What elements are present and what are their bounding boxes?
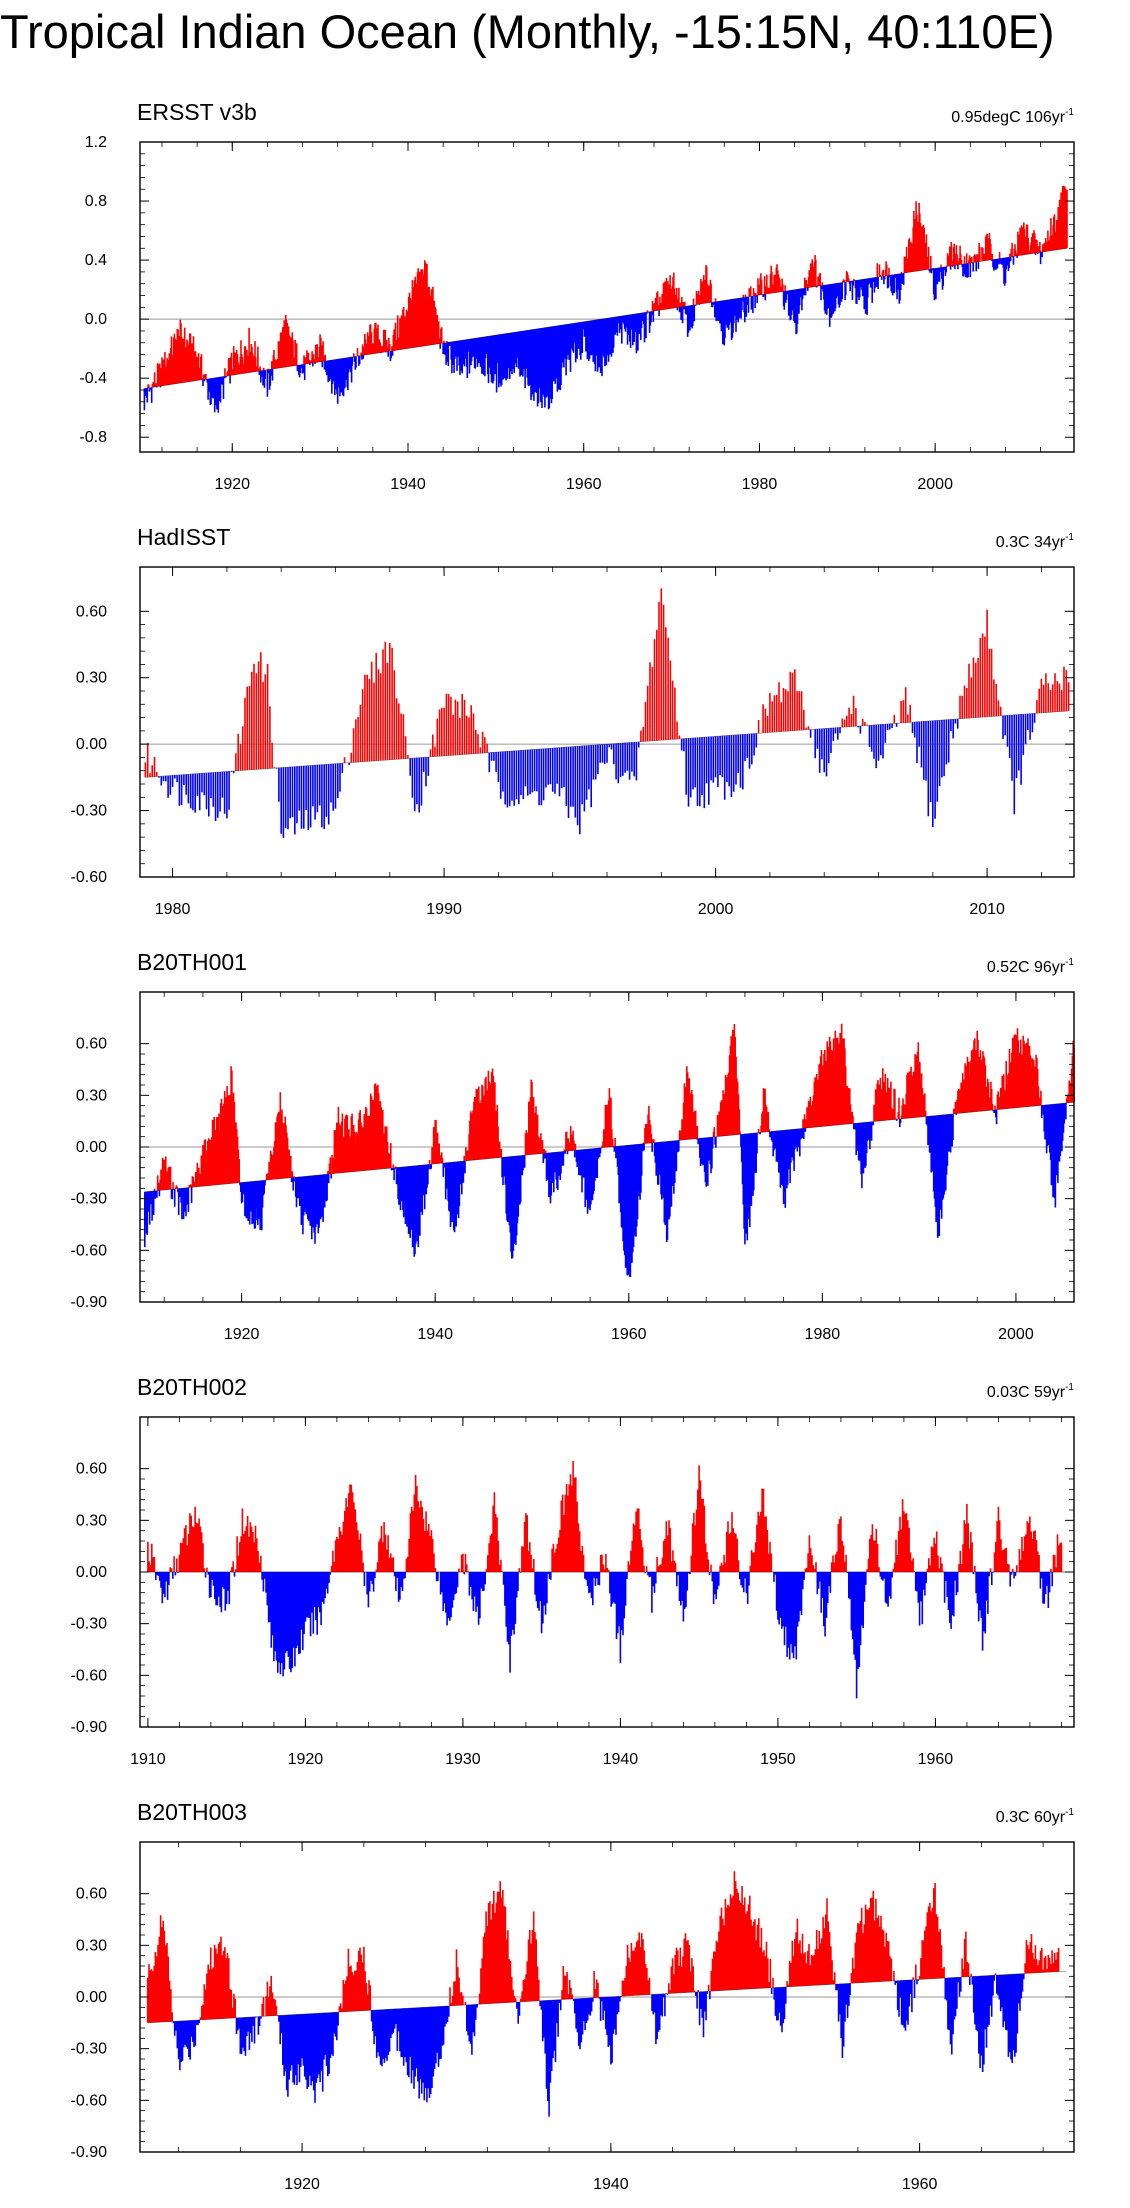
y-tick-label: 0.8 (85, 193, 107, 210)
chart-svg: -0.8 -0.4 0.0 0.4 0.8 1.2 1920 1940 1960 1980 2000 (79, 134, 1075, 493)
y-tick-label: 0.00 (76, 1564, 107, 1581)
x-tick-label: 1960 (611, 1326, 647, 1343)
x-tick-label: 1920 (224, 1326, 260, 1343)
chart-svg: -0.60 -0.30 0.00 0.30 0.60 1980 1990 2000 2010 (71, 566, 1075, 918)
y-tick-label: -0.60 (71, 869, 108, 886)
trend-line (145, 710, 1069, 778)
x-tick-label: 1960 (566, 476, 602, 493)
x-tick-label: 1950 (760, 1751, 796, 1768)
y-tick-label: 0.60 (76, 1461, 107, 1478)
panel-hadisst: HadISST 0.3C 34yr-1 -0.60 -0.30 0.00 0.30 0.… (0, 520, 1130, 930)
panel-ersst: ERSST v3b 0.95degC 106yr-1 -0.8 -0.4 0.0 0.… (0, 95, 1130, 505)
y-tick-label: -0.30 (71, 1616, 108, 1633)
y-tick-label: -0.4 (79, 370, 107, 387)
x-tick-label: 2000 (698, 901, 734, 918)
panel-trend-label: 0.95degC 106yr-1 (951, 107, 1074, 126)
y-tick-label: 0.30 (76, 670, 107, 687)
panel-trend-label: 0.3C 60yr-1 (995, 1807, 1074, 1826)
negative-anomaly-bars (172, 1973, 1025, 2117)
x-tick-label: 2010 (969, 901, 1005, 918)
x-tick-label: 1980 (742, 476, 778, 493)
y-tick-label: -0.90 (71, 2144, 108, 2161)
positive-anomaly-bars (147, 1460, 1063, 1572)
y-tick-label: 0.00 (76, 736, 107, 753)
y-tick-label: 0.60 (76, 1886, 107, 1903)
y-tick-label: -0.90 (71, 1719, 108, 1736)
trend-line (144, 1101, 1075, 1193)
y-tick-label: 0.60 (76, 603, 107, 620)
y-tick-label: 0.0 (85, 311, 107, 328)
x-tick-label: 1920 (288, 1751, 324, 1768)
panel-title: B20TH002 (137, 1374, 247, 1400)
y-tick-label: 0.60 (76, 1036, 107, 1053)
y-tick-label: 0.00 (76, 1139, 107, 1156)
y-tick-label: -0.60 (71, 2092, 108, 2109)
y-tick-label: -0.8 (79, 429, 107, 446)
chart-svg: -0.90 -0.60 -0.30 0.00 0.30 0.60 1910 1920 1930 1… (71, 1416, 1075, 1768)
trend-line (147, 1970, 1067, 2024)
chart-svg: -0.90 -0.60 -0.30 0.00 0.30 0.60 1920 1940 1960 (71, 1841, 1075, 2193)
chart-svg: -0.90 -0.60 -0.30 0.00 0.30 0.60 1920 1940 1960 1… (71, 991, 1075, 1343)
panel-title: B20TH001 (137, 949, 247, 975)
y-tick-label: -0.60 (71, 1667, 108, 1684)
x-tick-label: 1940 (593, 2176, 629, 2193)
x-tick-label: 1960 (918, 1751, 954, 1768)
plot-frame (139, 566, 1075, 878)
x-tick-label: 1920 (214, 476, 250, 493)
x-tick-label: 1980 (155, 901, 191, 918)
x-tick-label: 1910 (130, 1751, 166, 1768)
x-tick-label: 1980 (805, 1326, 841, 1343)
positive-anomaly-bars (144, 588, 1070, 778)
panel-b20th003: B20TH003 0.3C 60yr-1 -0.90 -0.60 -0.30 0.00… (0, 1795, 1130, 2205)
y-tick-label: -0.30 (71, 803, 108, 820)
trend-line (144, 247, 1068, 389)
x-tick-label: 1940 (390, 476, 426, 493)
y-tick-label: 0.00 (76, 1989, 107, 2006)
panel-trend-label: 0.3C 34yr-1 (995, 532, 1074, 551)
positive-anomaly-bars (147, 185, 1068, 388)
positive-anomaly-bars (146, 1871, 1060, 2023)
y-tick-label: 0.30 (76, 1937, 107, 1954)
x-tick-label: 1920 (284, 2176, 320, 2193)
panel-b20th002: B20TH002 0.03C 59yr-1 -0.90 -0.60 -0.30 0.0… (0, 1370, 1130, 1780)
panel-b20th001: B20TH001 0.52C 96yr-1 -0.90 -0.60 -0.30 0.0… (0, 945, 1130, 1355)
main-title: Tropical Indian Ocean (Monthly, -15:15N,… (0, 5, 1055, 58)
panel-title: ERSST v3b (137, 99, 257, 125)
x-tick-label: 1960 (902, 2176, 938, 2193)
x-tick-label: 1940 (417, 1326, 453, 1343)
positive-anomaly-bars (153, 1023, 1075, 1191)
y-tick-label: -0.30 (71, 1191, 108, 1208)
y-tick-label: 0.4 (85, 252, 107, 269)
panel-title: HadISST (137, 524, 231, 550)
x-tick-label: 2000 (917, 476, 953, 493)
negative-anomaly-bars (158, 713, 1036, 838)
x-tick-label: 1940 (603, 1751, 639, 1768)
y-tick-label: 0.30 (76, 1087, 107, 1104)
panel-trend-label: 0.03C 59yr-1 (986, 1382, 1074, 1401)
x-tick-label: 2000 (998, 1326, 1034, 1343)
negative-anomaly-bars (143, 252, 1043, 413)
panel-trend-label: 0.52C 96yr-1 (986, 957, 1074, 976)
y-tick-label: -0.60 (71, 1242, 108, 1259)
y-tick-label: -0.90 (71, 1294, 108, 1311)
x-tick-label: 1990 (426, 901, 462, 918)
x-tick-label: 1930 (445, 1751, 481, 1768)
plot-frame (139, 141, 1075, 453)
panel-title: B20TH003 (137, 1799, 247, 1825)
y-tick-label: 0.30 (76, 1512, 107, 1529)
y-tick-label: -0.30 (71, 2041, 108, 2058)
negative-anomaly-bars (155, 1572, 1053, 1699)
y-tick-label: 1.2 (85, 134, 107, 151)
